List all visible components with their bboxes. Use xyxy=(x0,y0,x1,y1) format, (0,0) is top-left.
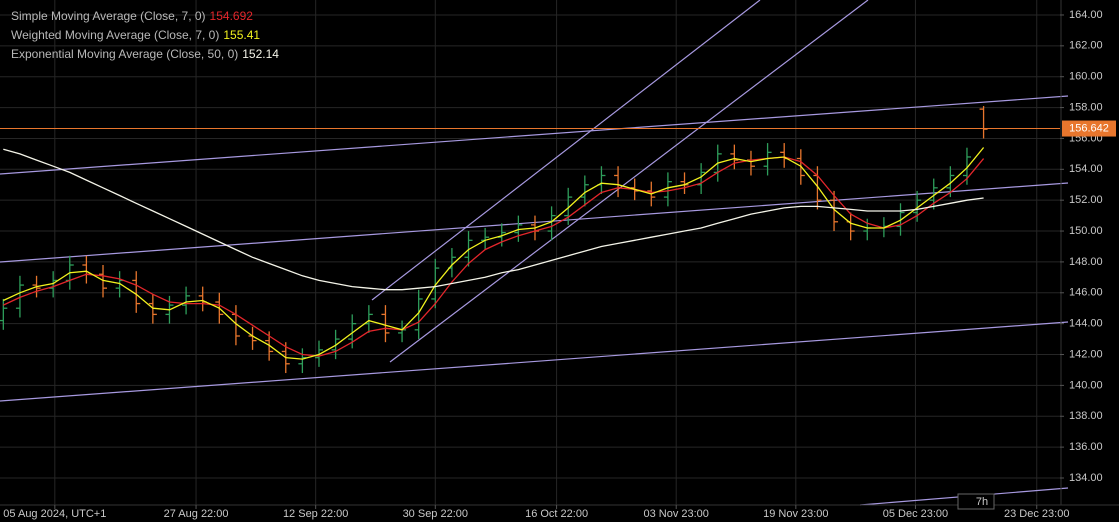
trend-lines xyxy=(0,0,1069,506)
y-tick-label: 162.00 xyxy=(1069,40,1103,52)
legend-name: Simple Moving Average (Close, 7, 0) xyxy=(11,9,206,23)
trend-line xyxy=(0,95,1069,175)
y-tick-label: 138.00 xyxy=(1069,410,1103,422)
plot xyxy=(0,106,988,374)
y-tick-label: 158.00 xyxy=(1069,101,1103,113)
legend-value: 154.692 xyxy=(210,9,254,23)
timeframe-badge xyxy=(957,493,995,510)
y-tick-label: 154.00 xyxy=(1069,163,1103,175)
trend-line xyxy=(389,0,869,363)
y-tick-label: 142.00 xyxy=(1069,348,1103,360)
legend-entry: Simple Moving Average (Close, 7, 0) 154.6… xyxy=(11,9,253,23)
trend-line xyxy=(371,0,761,301)
x-tick-label: 03 Nov 23:00 xyxy=(643,508,708,520)
y-tick-label: 136.00 xyxy=(1069,441,1103,453)
legend-entry: Exponential Moving Average (Close, 50, 0… xyxy=(11,47,279,61)
y-tick-label: 146.00 xyxy=(1069,287,1103,299)
legend-entry: Weighted Moving Average (Close, 7, 0) 155… xyxy=(11,28,260,42)
y-tick-label: 164.00 xyxy=(1069,9,1103,21)
x-tick-label: 05 Aug 2024, UTC+1 xyxy=(3,508,106,520)
trend-line xyxy=(0,321,1069,402)
x-tick-label: 16 Oct 22:00 xyxy=(525,508,588,520)
y-tick-label: 134.00 xyxy=(1069,472,1103,484)
legend-value: 152.14 xyxy=(242,47,279,61)
legend-value: 155.41 xyxy=(223,28,260,42)
legend-name: Exponential Moving Average (Close, 50, 0… xyxy=(11,47,238,61)
x-tick-label: 23 Dec 23:00 xyxy=(1004,508,1069,520)
last-price-label: 156.642 xyxy=(1069,122,1109,134)
trend-line xyxy=(0,182,1069,263)
grid xyxy=(0,0,1060,505)
y-tick-label: 144.00 xyxy=(1069,318,1103,330)
moving-average-line xyxy=(3,147,985,360)
timeframe: 7h xyxy=(976,496,988,508)
x-tick-label: 27 Aug 22:00 xyxy=(164,508,229,520)
x-tick-label: 19 Nov 23:00 xyxy=(763,508,828,520)
legend: Simple Moving Average (Close, 7, 0) 154.6… xyxy=(11,9,279,61)
y-tick-label: 150.00 xyxy=(1069,225,1103,237)
legend-name: Weighted Moving Average (Close, 7, 0) xyxy=(11,28,219,42)
moving-average-line xyxy=(3,156,985,357)
moving-average-line xyxy=(3,148,984,291)
y-tick-label: 160.00 xyxy=(1069,71,1103,83)
x-tick-label: 12 Sep 22:00 xyxy=(283,508,348,520)
x-tick-label: 05 Dec 23:00 xyxy=(883,508,948,520)
last-price-box xyxy=(1062,120,1116,137)
x-tick-label: 30 Sep 22:00 xyxy=(403,508,468,520)
y-tick-label: 140.00 xyxy=(1069,379,1103,391)
y-tick-label: 152.00 xyxy=(1069,194,1103,206)
y-tick-label: 148.00 xyxy=(1069,256,1103,268)
